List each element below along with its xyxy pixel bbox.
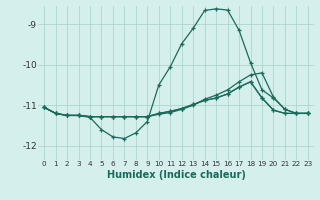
X-axis label: Humidex (Indice chaleur): Humidex (Indice chaleur)	[107, 170, 245, 180]
